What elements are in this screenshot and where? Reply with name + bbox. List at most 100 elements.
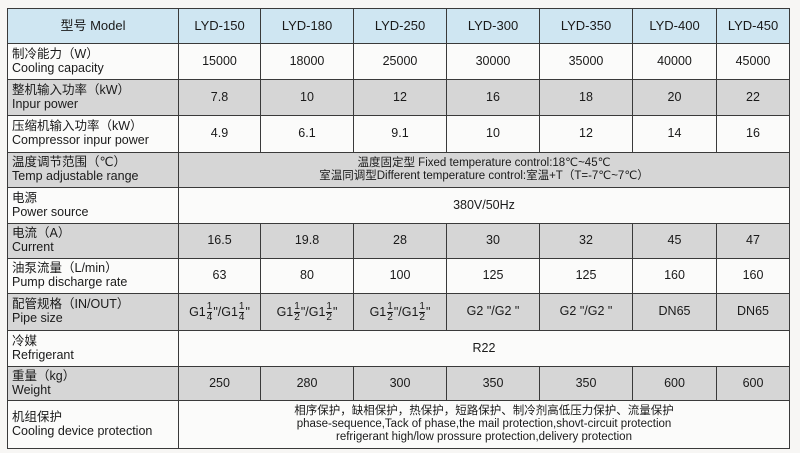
spec-row: 制冷能力（W） Cooling capacity 15000 18000 25000 30…	[7, 43, 790, 80]
row-label: 制冷能力（W） Cooling capacity	[7, 43, 179, 80]
value-cell: 40000	[632, 43, 717, 80]
label-en: Cooling device protection	[12, 423, 153, 438]
pipe-text: "	[245, 304, 250, 319]
label-cn: 机组保护	[12, 409, 63, 424]
spec-row: 重量（kg） Weight 250 280 300 350 350 600 600	[7, 366, 790, 401]
label-cn: 整机输入功率（kW）	[12, 82, 131, 97]
row-label: 重量（kg） Weight	[7, 366, 179, 401]
label-en: Refrigerant	[12, 347, 74, 362]
label-en: Pipe size	[12, 311, 63, 325]
value-cell: 600	[632, 366, 717, 401]
pipe-text: G1	[369, 304, 387, 319]
value-cell: 32	[539, 223, 633, 259]
value-cell: 350	[539, 366, 633, 401]
label-en: Temp adjustable range	[12, 169, 139, 183]
row-label: 温度调节范围（℃） Temp adjustable range	[7, 152, 179, 188]
row-label: 压缩机输入功率（kW） Compressor inpur power	[7, 115, 179, 153]
value-cell: 16	[446, 79, 540, 116]
value-cell: 125	[539, 258, 633, 294]
value-cell: 600	[716, 366, 790, 401]
value-cell: 12	[353, 79, 447, 116]
value-cell: 63	[178, 258, 261, 294]
spec-row: 电源 Power source 380V/50Hz	[7, 187, 790, 224]
value-cell: 300	[353, 366, 447, 401]
value-cell: 7.8	[178, 79, 261, 116]
label-cn: 电流（A）	[12, 226, 71, 241]
value-cell: 47	[716, 223, 790, 259]
row-label: 电流（A） Current	[7, 223, 179, 259]
spec-row: 温度调节范围（℃） Temp adjustable range 温度固定型 Fixe…	[7, 152, 790, 188]
pipe-text: "/G1	[300, 304, 326, 319]
pipe-size-cell: DN65	[632, 293, 717, 331]
label-cn: 配管规格（IN/OUT）	[12, 297, 130, 312]
value-cell: 100	[353, 258, 447, 294]
model-name: LYD-450	[716, 8, 790, 44]
merged-line: 温度固定型 Fixed temperature control:18℃~45℃	[357, 157, 611, 170]
pipe-text: G2 "/G2 "	[466, 304, 520, 319]
value-cell: 160	[632, 258, 717, 294]
spec-row: 整机输入功率（kW） Inpur power 7.8 10 12 16 18 20 22	[7, 79, 790, 116]
value-cell: 18	[539, 79, 633, 116]
row-label: 整机输入功率（kW） Inpur power	[7, 79, 179, 116]
spec-row: 机组保护 Cooling device protection 相序保护，缺相保护，热…	[7, 400, 790, 449]
spec-row: 压缩机输入功率（kW） Compressor inpur power 4.9 6.1 9…	[7, 115, 790, 153]
value-cell: 18000	[260, 43, 354, 80]
label-en: Inpur power	[12, 96, 79, 111]
label-cn: 重量（kg）	[12, 368, 76, 383]
spec-row: 油泵流量（L/min） Pump discharge rate 63 80 100 125…	[7, 258, 790, 294]
value-cell: 125	[446, 258, 540, 294]
row-label: 油泵流量（L/min） Pump discharge rate	[7, 258, 179, 294]
merged-value-cell: 温度固定型 Fixed temperature control:18℃~45℃ 室…	[178, 152, 790, 188]
row-label: 冷媒 Refrigerant	[7, 330, 179, 367]
spec-row: 冷媒 Refrigerant R22	[7, 330, 790, 367]
value-cell: 4.9	[178, 115, 261, 153]
value-cell: 15000	[178, 43, 261, 80]
value-cell: 30	[446, 223, 540, 259]
spec-table: 型号 Model LYD-150 LYD-180 LYD-250 LYD-300 LYD…	[7, 8, 790, 449]
row-label: 机组保护 Cooling device protection	[7, 400, 179, 449]
value-cell: 25000	[353, 43, 447, 80]
spec-row: 电流（A） Current 16.5 19.8 28 30 32 45 47	[7, 223, 790, 259]
value-cell: 10	[260, 79, 354, 116]
label-en: Pump discharge rate	[12, 275, 128, 289]
value-cell: 9.1	[353, 115, 447, 153]
row-label: 电源 Power source	[7, 187, 179, 224]
model-name: LYD-300	[446, 8, 540, 44]
merged-value-cell: 相序保护，缺相保护，热保护，短路保护、制冷剂高低压力保护、流量保护 phase-s…	[178, 400, 790, 449]
value-cell: 280	[260, 366, 354, 401]
pipe-text: DN65	[658, 304, 691, 319]
model-name: LYD-150	[178, 8, 261, 44]
merged-line: refrigerant high/low prossure protection…	[336, 430, 632, 443]
pipe-size-cell: DN65	[716, 293, 790, 331]
value-cell: 45	[632, 223, 717, 259]
value-cell: 80	[260, 258, 354, 294]
label-cn: 制冷能力（W）	[12, 46, 99, 61]
value-cell: 19.8	[260, 223, 354, 259]
pipe-text: G1	[189, 304, 206, 319]
label-cn: 电源	[12, 190, 38, 205]
value-cell: 350	[446, 366, 540, 401]
label-cn: 冷媒	[12, 333, 38, 348]
value-cell: 35000	[539, 43, 633, 80]
value-cell: 28	[353, 223, 447, 259]
pipe-text: "/G1	[213, 304, 238, 319]
merged-line: 380V/50Hz	[453, 197, 515, 212]
value-cell: 6.1	[260, 115, 354, 153]
merged-value-cell: 380V/50Hz	[178, 187, 790, 224]
value-cell: 160	[716, 258, 790, 294]
merged-line: phase-sequence,Tack of phase,the mail pr…	[296, 418, 672, 431]
merged-line: R22	[472, 340, 496, 355]
pipe-text: DN65	[737, 304, 769, 319]
model-name: LYD-400	[632, 8, 717, 44]
value-cell: 12	[539, 115, 633, 153]
pipe-size-cell: G1 1 2 "/G1 1 2 "	[260, 293, 354, 331]
value-cell: 16.5	[178, 223, 261, 259]
label-cn: 油泵流量（L/min）	[12, 261, 118, 276]
pipe-size-cell: G2 "/G2 "	[446, 293, 540, 331]
pipe-text: G1	[276, 304, 294, 319]
